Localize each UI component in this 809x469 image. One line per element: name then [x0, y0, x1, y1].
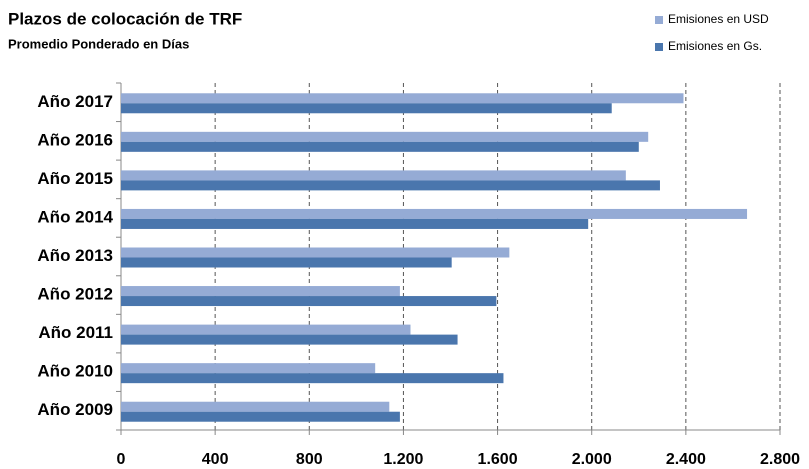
- legend-label: Emisiones en USD: [668, 12, 769, 26]
- y-tick-label: Año 2014: [37, 207, 113, 226]
- bar: [121, 208, 748, 219]
- x-tick-label: 0: [117, 451, 126, 468]
- y-tick-label: Año 2016: [37, 130, 113, 149]
- bar: [121, 180, 660, 191]
- y-tick-label: Año 2010: [37, 362, 113, 381]
- bar: [121, 131, 649, 142]
- legend-label: Emisiones en Gs.: [668, 39, 762, 53]
- bar: [121, 324, 411, 335]
- bar: [121, 286, 400, 297]
- bar: [121, 401, 390, 412]
- y-tick-label: Año 2015: [37, 169, 113, 188]
- y-tick-label: Año 2012: [37, 285, 113, 304]
- bar: [121, 247, 510, 258]
- y-tick-label: Año 2009: [37, 400, 113, 419]
- chart-title: Plazos de colocación de TRF: [8, 9, 242, 28]
- bar: [121, 103, 612, 114]
- x-tick-label: 1.600: [478, 451, 518, 468]
- bar: [121, 296, 497, 307]
- bar: [121, 363, 376, 374]
- y-tick-label: Año 2017: [37, 92, 113, 111]
- bar: [121, 334, 458, 345]
- y-tick-label: Año 2013: [37, 246, 113, 265]
- x-tick-label: 1.200: [383, 451, 423, 468]
- x-tick-label: 800: [296, 451, 323, 468]
- bar: [121, 257, 452, 268]
- x-tick-label: 2.000: [572, 451, 612, 468]
- bar: [121, 170, 626, 181]
- bar: [121, 141, 639, 152]
- legend-swatch: [655, 43, 663, 51]
- y-tick-label: Año 2011: [38, 323, 113, 342]
- legend-swatch: [655, 16, 663, 24]
- bar: [121, 411, 400, 422]
- bar: [121, 93, 684, 104]
- chart-subtitle: Promedio Ponderado en Días: [8, 36, 189, 51]
- x-tick-label: 400: [202, 451, 229, 468]
- x-tick-label: 2.400: [666, 451, 706, 468]
- bar: [121, 218, 589, 229]
- bar: [121, 373, 504, 384]
- x-tick-label: 2.800: [760, 451, 800, 468]
